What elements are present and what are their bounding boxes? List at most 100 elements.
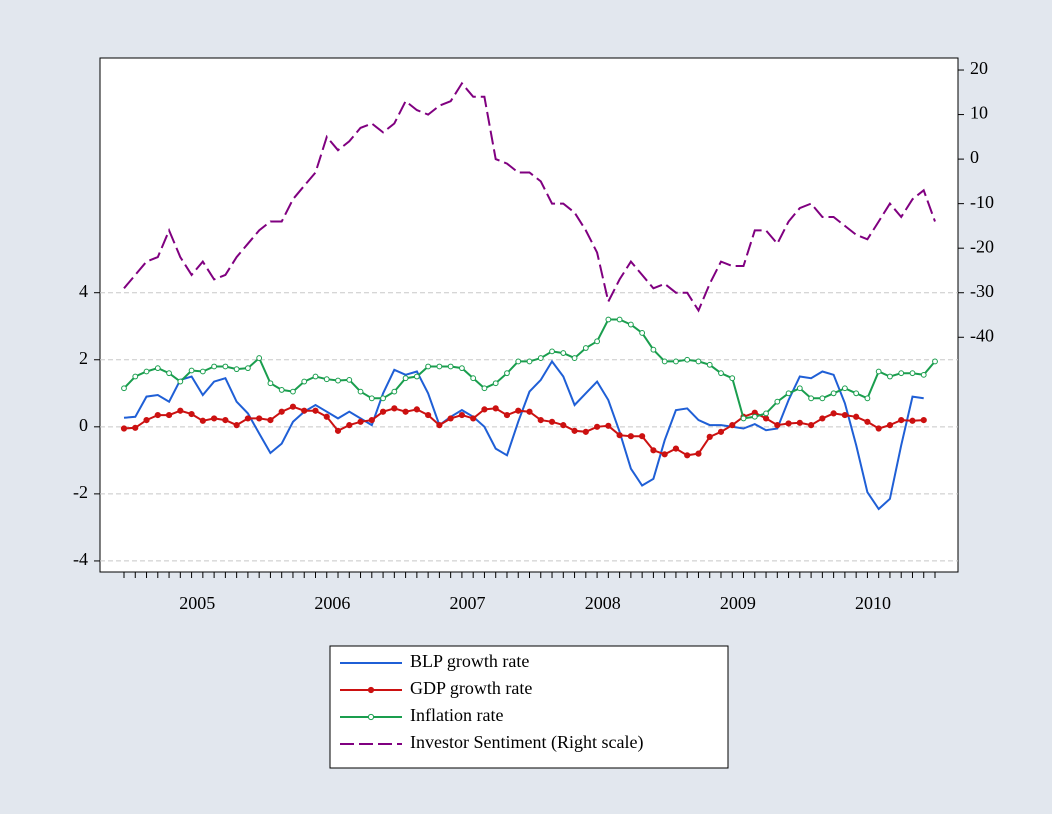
series-marker — [245, 365, 251, 372]
series-marker — [233, 366, 240, 373]
series-marker — [256, 355, 263, 361]
series-marker — [549, 348, 555, 355]
series-marker — [909, 370, 916, 377]
y2-tick-label: 10 — [970, 103, 988, 123]
x-year-label: 2009 — [720, 593, 756, 613]
series-marker — [774, 398, 781, 405]
series-marker — [211, 415, 218, 422]
series-marker — [470, 415, 477, 422]
series-marker — [413, 406, 420, 413]
x-year-label: 2007 — [450, 593, 486, 613]
series-marker — [323, 413, 330, 420]
series-marker — [841, 411, 848, 419]
series-marker — [334, 427, 342, 434]
series-marker — [875, 425, 882, 432]
series-marker — [605, 316, 612, 323]
series-marker — [819, 415, 826, 422]
series-marker — [819, 395, 826, 402]
series-marker — [121, 385, 127, 392]
series-marker — [537, 417, 544, 424]
series-marker — [346, 376, 353, 383]
series-marker — [481, 406, 488, 413]
series-marker — [515, 358, 522, 365]
y2-tick-label: -10 — [970, 192, 994, 212]
series-marker — [458, 411, 466, 419]
series-marker — [402, 408, 409, 415]
series-marker — [447, 415, 454, 422]
series-marker — [436, 422, 443, 429]
series-marker — [492, 380, 499, 387]
series-marker — [909, 417, 916, 424]
series-marker — [706, 433, 713, 440]
series-marker — [616, 316, 623, 323]
series-marker — [289, 403, 297, 410]
series-marker — [807, 422, 815, 429]
series-marker — [211, 363, 218, 370]
series-marker — [605, 422, 612, 429]
series-marker — [785, 390, 792, 397]
series-marker — [560, 350, 567, 356]
series-marker — [593, 423, 601, 430]
series-marker — [199, 417, 206, 424]
series-marker — [887, 373, 893, 380]
series-line — [123, 359, 924, 511]
y2-tick-label: -30 — [970, 281, 994, 301]
series-marker — [504, 370, 510, 377]
series-marker — [898, 370, 905, 377]
series-marker — [774, 422, 781, 429]
series-marker — [244, 415, 252, 422]
legend-box — [329, 645, 729, 769]
y-tick-label: -2 — [73, 482, 88, 502]
series-marker — [582, 345, 589, 351]
series-marker — [594, 338, 600, 345]
series-marker — [762, 415, 770, 422]
series-marker — [391, 388, 398, 395]
series-marker — [312, 407, 319, 414]
series-marker — [650, 346, 657, 353]
series-marker — [796, 385, 803, 392]
series-marker — [684, 452, 691, 459]
series-marker — [132, 373, 139, 380]
series-marker — [177, 407, 184, 414]
series-marker — [717, 428, 725, 435]
series-marker — [222, 417, 229, 424]
series-marker — [278, 408, 285, 415]
series-marker — [639, 433, 646, 440]
series-marker — [357, 388, 364, 395]
series-marker — [188, 410, 195, 418]
series-marker — [447, 363, 454, 370]
series-marker — [695, 450, 702, 457]
legend-marker — [367, 713, 375, 721]
series-marker — [188, 367, 195, 374]
series-marker — [425, 363, 432, 370]
y2-tick-label: -20 — [970, 236, 994, 256]
series-marker — [436, 363, 443, 370]
series-marker — [278, 387, 285, 393]
series-marker — [368, 395, 375, 402]
series-marker — [537, 355, 544, 361]
series-line — [123, 81, 936, 313]
series-marker — [548, 418, 556, 425]
series-marker — [165, 411, 173, 419]
series-marker — [256, 415, 263, 422]
series-marker — [571, 355, 578, 361]
series-marker — [368, 417, 375, 424]
y-tick-label: 0 — [79, 415, 88, 435]
series-marker — [222, 363, 229, 370]
series-marker — [886, 422, 894, 429]
series-marker — [661, 358, 668, 365]
series-marker — [481, 385, 488, 392]
series-marker — [346, 422, 353, 429]
series-marker — [751, 413, 758, 420]
series-marker — [335, 377, 341, 384]
series-marker — [267, 380, 274, 387]
series-marker — [154, 411, 161, 419]
series-marker — [290, 388, 296, 395]
series-marker — [402, 375, 409, 382]
series-marker — [864, 418, 871, 425]
series-marker — [639, 330, 646, 336]
y2-tick-label: 20 — [970, 58, 988, 78]
series-marker — [684, 356, 691, 363]
series-marker — [830, 410, 837, 417]
